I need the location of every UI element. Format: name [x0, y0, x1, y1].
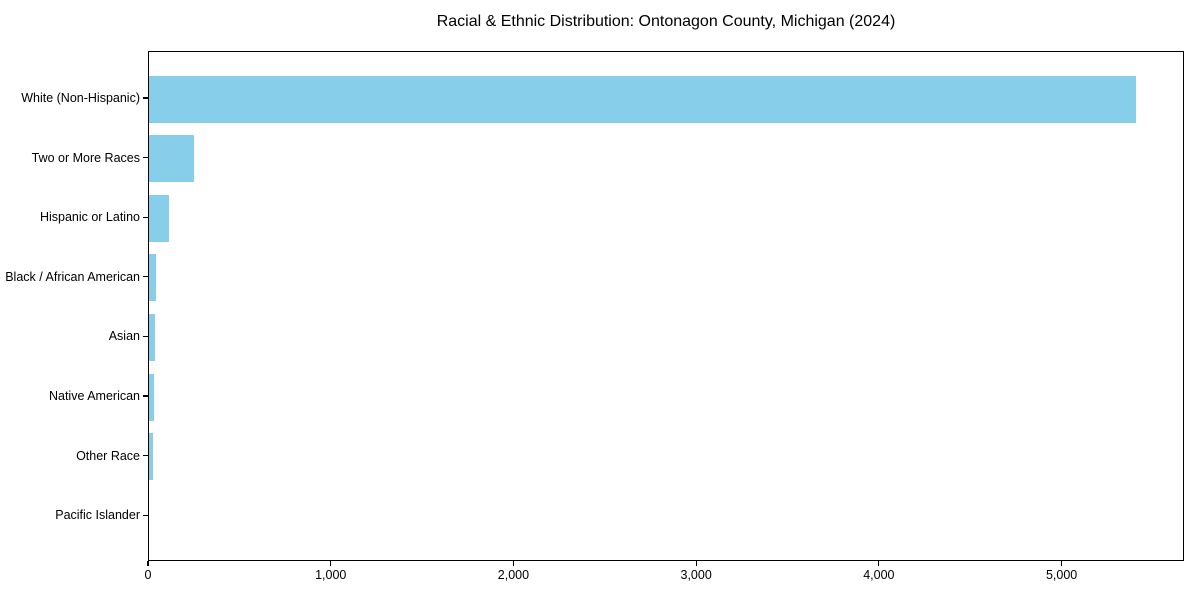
x-tick-label-0: 0: [144, 568, 152, 582]
y-axis-label-pacific-islander: Pacific Islander: [55, 508, 140, 523]
chart-title: Racial & Ethnic Distribution: Ontonagon …: [436, 13, 896, 30]
x-tick-5000: [1060, 561, 1063, 566]
x-tick-3000: [695, 561, 697, 566]
x-tick-label-1000: 1,000: [315, 568, 347, 582]
x-tick-1000: [330, 561, 332, 566]
x-tick-2000: [512, 561, 515, 566]
y-tick-white-non-hispanic: [143, 97, 148, 99]
y-tick-pacific-islander: [143, 514, 148, 516]
bar-white-non-hispanic: [149, 75, 1136, 123]
y-tick-hispanic-or-latino: [143, 216, 148, 218]
y-tick-black-african-american: [143, 276, 148, 278]
y-axis-label-native-american: Native American: [48, 389, 140, 403]
x-tick-label-4000: 4,000: [863, 568, 895, 582]
y-axis-label-black-african-american: Black / African American: [5, 269, 140, 284]
x-tick-0: [147, 561, 149, 566]
bar-native-american: [149, 373, 154, 421]
bar-asian: [149, 313, 155, 361]
y-tick-other-race: [143, 455, 148, 457]
bar-hispanic-or-latino: [149, 194, 170, 242]
y-tick-two-or-more-races: [143, 157, 148, 159]
y-tick-native-american: [143, 395, 148, 397]
x-tick-label-2000: 2,000: [497, 568, 530, 582]
bar-two-or-more-races: [149, 135, 194, 183]
x-tick-4000: [878, 561, 880, 566]
y-axis-label-other-race: Other Race: [76, 448, 140, 463]
y-axis-label-hispanic-or-latino: Hispanic or Latino: [39, 210, 140, 225]
y-tick-asian: [143, 335, 148, 337]
y-axis-label-white-non-hispanic: White (Non-Hispanic): [21, 91, 140, 105]
bar-black-african-american: [149, 254, 156, 302]
y-axis-label-asian: Asian: [108, 329, 140, 344]
x-tick-label-5000: 5,000: [1045, 568, 1078, 582]
bar-other-race: [149, 433, 154, 481]
y-axis-label-two-or-more-races: Two or More Races: [31, 150, 140, 165]
plot-area: [148, 51, 1184, 561]
x-tick-label-3000: 3,000: [680, 568, 712, 582]
